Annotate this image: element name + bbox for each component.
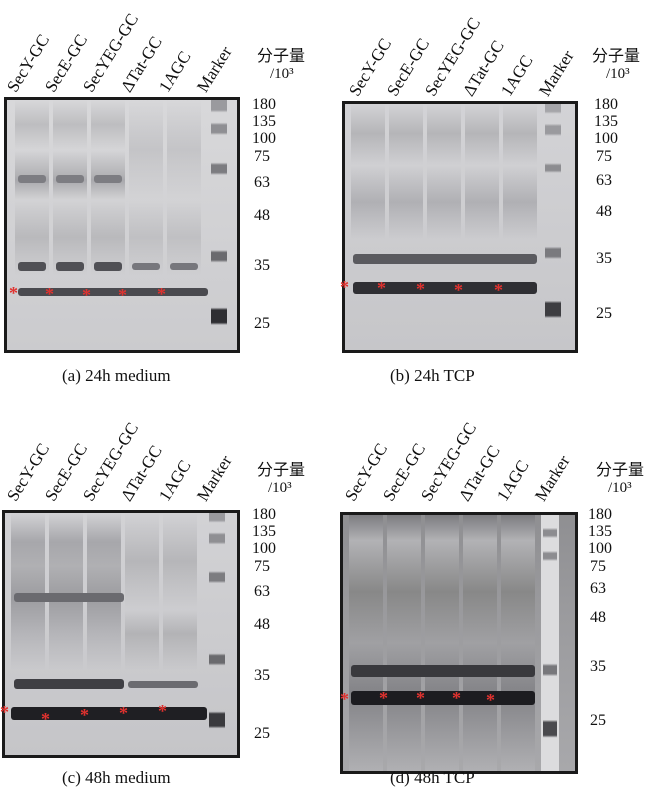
star-marker: *: [340, 277, 349, 297]
mw-label: 135: [594, 113, 618, 130]
star-marker: *: [416, 688, 425, 708]
lane-label: 1AGC: [155, 456, 195, 505]
mw-title: 分子量: [257, 48, 306, 65]
mw-label: 48: [254, 207, 270, 224]
mw-label: 63: [254, 174, 270, 191]
lane-label: 1AGC: [493, 456, 533, 505]
mw-label: 48: [596, 203, 612, 220]
panel-caption: (b) 24h TCP: [390, 366, 475, 385]
star-marker: *: [452, 688, 461, 708]
star-marker: *: [377, 278, 386, 298]
mw-label: 35: [254, 257, 270, 274]
star-marker: *: [80, 705, 89, 725]
mw-label: 25: [254, 315, 270, 332]
star-marker: *: [118, 285, 127, 305]
mw-label: 100: [252, 540, 276, 557]
star-marker: *: [416, 279, 425, 299]
mw-label: 135: [252, 523, 276, 540]
lane-label: Marker: [193, 451, 236, 505]
lane-label: 1AGC: [155, 47, 195, 96]
star-marker: *: [119, 703, 128, 723]
lane-label: Marker: [193, 42, 236, 96]
mw-label: 75: [254, 558, 270, 575]
mw-label: 75: [254, 148, 270, 165]
mw-label: 63: [596, 172, 612, 189]
panel-b: SecY-GC SecE-GC SecYEG-GC ΔTat-GC 1AGC M…: [338, 0, 662, 396]
lane-label: Marker: [535, 46, 578, 100]
mw-title: 分子量: [257, 462, 306, 479]
mw-unit: /10³: [606, 66, 630, 82]
star-marker: *: [340, 689, 349, 709]
mw-label: 75: [596, 148, 612, 165]
star-marker: *: [454, 280, 463, 300]
star-marker: *: [494, 280, 503, 300]
star-marker: *: [486, 690, 495, 710]
mw-label: 100: [252, 130, 276, 147]
star-marker: *: [0, 702, 9, 722]
mw-label: 180: [594, 96, 618, 113]
star-marker: *: [9, 283, 18, 303]
lane-label: 1AGC: [497, 51, 537, 100]
lane-label: Marker: [531, 451, 574, 505]
star-marker: *: [158, 701, 167, 721]
star-marker: *: [157, 284, 166, 304]
panel-caption: (c) 48h medium: [62, 768, 171, 787]
mw-label: 35: [254, 667, 270, 684]
star-marker: *: [45, 284, 54, 304]
mw-unit: /10³: [608, 480, 632, 496]
mw-label: 100: [594, 130, 618, 147]
star-marker: *: [379, 688, 388, 708]
panel-d: SecY-GC SecE-GC SecYEG-GC ΔTat-GC 1AGC M…: [338, 400, 662, 792]
gel-image: [342, 101, 578, 353]
panel-a: SecY-GC SecE-GC SecYEG-GC ΔTat-GC 1AGC M…: [0, 0, 331, 396]
mw-label: 75: [590, 558, 606, 575]
mw-label: 63: [590, 580, 606, 597]
panel-c: SecY-GC SecE-GC SecYEG-GC ΔTat-GC 1AGC M…: [0, 400, 331, 792]
panel-caption: (d) 48h TCP: [390, 768, 475, 787]
mw-label: 135: [252, 113, 276, 130]
mw-label: 25: [596, 305, 612, 322]
mw-label: 100: [588, 540, 612, 557]
gel-image: [340, 512, 578, 774]
mw-label: 35: [596, 250, 612, 267]
mw-label: 35: [590, 658, 606, 675]
mw-label: 63: [254, 583, 270, 600]
mw-label: 25: [590, 712, 606, 729]
panel-caption: (a) 24h medium: [62, 366, 171, 385]
mw-label: 180: [588, 506, 612, 523]
mw-title: 分子量: [592, 48, 641, 65]
gel-image: [4, 97, 240, 353]
star-marker: *: [41, 709, 50, 729]
mw-title: 分子量: [596, 462, 645, 479]
mw-label: 180: [252, 96, 276, 113]
star-marker: *: [82, 285, 91, 305]
mw-label: 48: [590, 609, 606, 626]
mw-label: 135: [588, 523, 612, 540]
mw-label: 25: [254, 725, 270, 742]
mw-unit: /10³: [268, 480, 292, 496]
mw-label: 48: [254, 616, 270, 633]
gel-image: [2, 510, 240, 758]
mw-unit: /10³: [270, 66, 294, 82]
mw-label: 180: [252, 506, 276, 523]
